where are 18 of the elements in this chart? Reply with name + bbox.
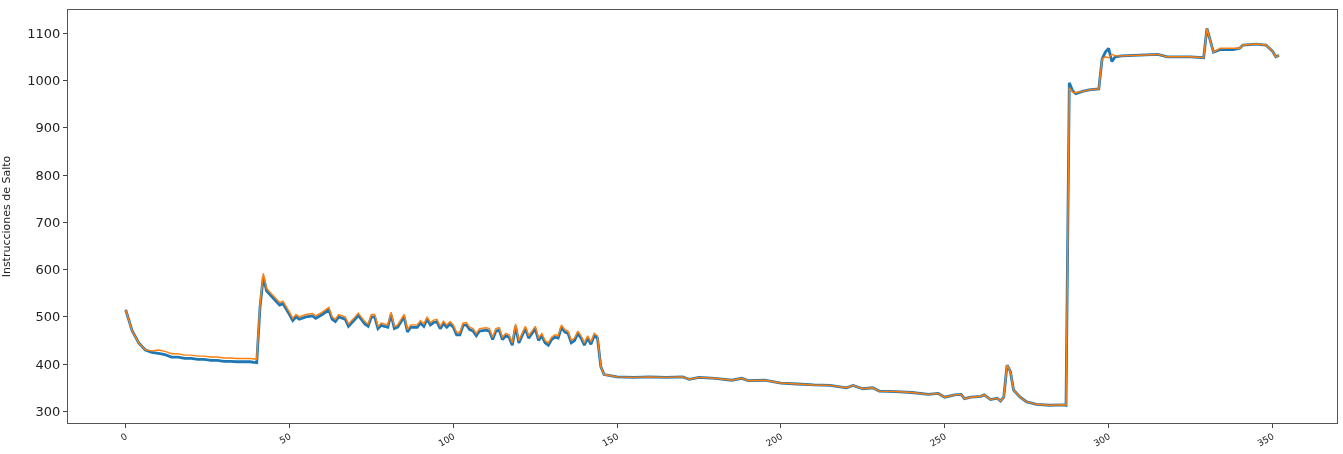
y-axis-title: Instrucciones de Salto: [0, 155, 13, 278]
x-tick-label: 100: [436, 431, 457, 449]
y-tick-label: 1100: [27, 25, 61, 41]
y-tick-label: 700: [35, 214, 61, 230]
x-tick-label: 0: [118, 431, 130, 443]
x-tick-label: 350: [1255, 431, 1276, 449]
x-tick-label: 200: [764, 431, 785, 449]
y-tick-label: 300: [35, 403, 61, 419]
x-tick-label: 250: [928, 431, 949, 449]
y-tick-label: 900: [35, 120, 61, 136]
y-tick-label: 500: [35, 309, 61, 325]
y-tick-label: 600: [35, 262, 61, 278]
y-tick-label: 400: [35, 356, 61, 372]
y-tick-label: 1000: [27, 73, 61, 88]
x-tick-label: 150: [600, 431, 621, 449]
x-tick-label: 300: [1092, 431, 1113, 449]
y-tick-label: 800: [35, 167, 61, 183]
x-tick-label: 50: [277, 431, 293, 446]
